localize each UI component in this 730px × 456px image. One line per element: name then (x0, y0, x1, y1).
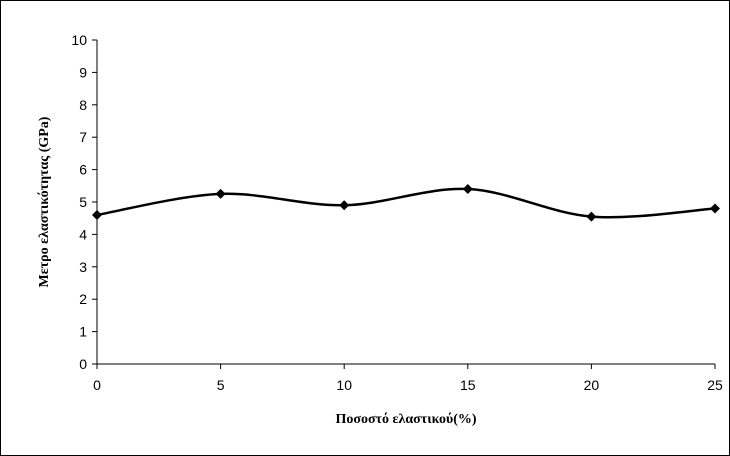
x-axis-ticks: 0 5 10 15 20 25 (93, 364, 723, 393)
data-point-marker (339, 200, 350, 211)
series-layer (92, 184, 720, 222)
y-tick-label: 7 (79, 129, 87, 145)
x-tick-label: 5 (217, 377, 225, 393)
y-axis-title: Μετρο ελαστικότητας (GPa) (37, 116, 52, 287)
x-tick-label: 15 (460, 377, 476, 393)
y-tick-label: 3 (79, 259, 87, 275)
y-tick-label: 5 (79, 194, 87, 210)
y-tick-label: 0 (79, 356, 87, 372)
y-axis-ticks: 0 1 2 3 4 5 6 7 8 9 10 (71, 32, 97, 372)
x-axis-title: Ποσοστό ελαστικού(%) (335, 412, 476, 427)
y-tick-label: 9 (79, 64, 87, 80)
series-line (96, 187, 716, 219)
y-tick-label: 8 (79, 97, 87, 113)
y-tick-label: 6 (79, 162, 87, 178)
y-tick-label: 10 (71, 32, 87, 48)
data-point-marker (462, 184, 473, 195)
x-tick-label: 20 (584, 377, 600, 393)
y-tick-label: 4 (79, 226, 87, 242)
x-tick-label: 10 (336, 377, 352, 393)
data-point-marker (586, 211, 597, 222)
data-point-marker (215, 188, 226, 199)
y-tick-label: 2 (79, 291, 87, 307)
data-point-marker (92, 209, 102, 220)
x-tick-label: 0 (93, 377, 101, 393)
data-point-marker (710, 203, 720, 214)
axes (96, 40, 715, 365)
x-tick-label: 25 (707, 377, 723, 393)
y-tick-label: 1 (79, 324, 87, 340)
